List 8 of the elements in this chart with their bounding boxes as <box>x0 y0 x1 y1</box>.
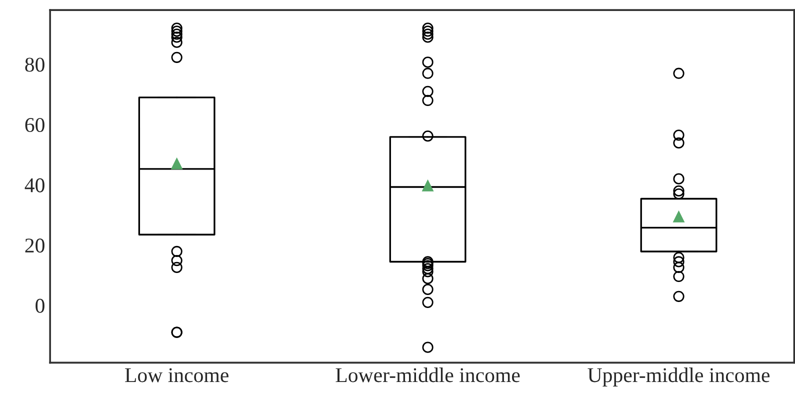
x-tick-label: Lower-middle income <box>336 368 520 382</box>
y-tick-label: 80 <box>25 58 44 72</box>
x-tick-label: Upper-middle income <box>588 368 770 386</box>
y-tick-label: 60 <box>25 118 44 132</box>
y-tick-label: 0 <box>36 298 44 313</box>
y-tick-label: 20 <box>25 238 44 253</box>
x-tick-label: Low income <box>125 368 228 382</box>
y-tick-label: 40 <box>24 178 44 192</box>
